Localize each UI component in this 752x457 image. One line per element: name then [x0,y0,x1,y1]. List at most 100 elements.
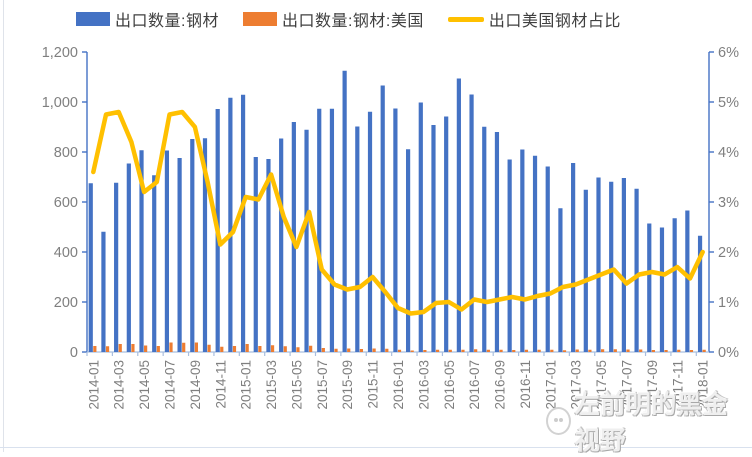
right-axis-tick-label: 4% [718,145,739,161]
bar-steel-export [329,108,335,352]
bar-steel-export-us [651,350,655,352]
bar-steel-export-us [689,350,694,352]
x-axis-tick-label: 2016-07 [467,360,482,410]
right-axis-tick-label: 6% [718,45,739,61]
x-axis-tick-label: 2017-01 [543,360,558,410]
bar-steel-export-us [423,350,427,352]
bar-steel-export [685,210,690,352]
bar-steel-export-us [550,349,554,352]
x-axis-tick-label: 2015-01 [239,360,254,410]
chart-legend: 出口数量:钢材 出口数量:钢材:美国 出口美国钢材占比 [76,7,621,31]
bar-steel-export [304,129,309,352]
bar-steel-export-us [410,350,414,352]
x-axis-tick-label: 2015-05 [289,360,304,410]
bar-steel-export-us [118,344,122,352]
bar-steel-export-us [639,349,643,352]
bar-steel-export-us [613,349,617,352]
bar-steel-export-us [334,348,338,352]
left-axis-tick-label: 400 [54,245,78,261]
bar-steel-export-us [397,349,402,352]
right-axis-tick-label: 2% [718,245,739,261]
bar-steel-export-us [232,346,237,352]
bar-steel-export [456,78,461,352]
legend-label: 出口数量:钢材 [115,13,219,30]
bar-steel-export-us [105,346,110,352]
legend-label: 出口数量:钢材:美国 [281,13,424,30]
bar-steel-export [266,159,271,352]
bar-steel-export [532,155,538,352]
bar-steel-export-us [245,344,249,352]
x-axis-tick-label: 2016-09 [493,360,508,410]
bar-steel-export [228,97,233,352]
bar-steel-export-us [93,346,97,352]
bar-steel-export-us [677,349,681,352]
legend-item-1: 出口数量:钢材:美国 [242,7,424,31]
x-axis-tick-label: 2014-07 [163,360,178,410]
bar-steel-export-us [220,346,224,352]
bar-steel-export-us [347,348,351,352]
bar-steel-export [507,159,512,352]
bar-steel-export-us [474,349,478,352]
legend-line-swatch [447,16,484,22]
bar-steel-export-us [283,346,287,352]
bar-steel-export [202,138,208,352]
legend-item-0: 出口数量:钢材 [76,7,219,31]
x-axis-tick-label: 2016-11 [518,360,533,409]
bar-steel-export [583,189,588,352]
bar-steel-export [139,150,144,352]
right-axis-tick-label: 0% [718,345,739,361]
bar-steel-export [279,138,284,352]
bar-steel-export-us [169,342,173,352]
bar-steel-export [609,181,614,352]
x-axis-tick-label: 2014-05 [137,360,152,410]
bar-steel-export [697,235,703,352]
bar-steel-export [240,94,246,352]
bar-steel-export [494,132,500,352]
bar-steel-export [114,182,119,352]
bar-steel-export [393,108,398,352]
bar-steel-export-us [156,346,160,352]
right-axis-tick-label: 5% [718,95,739,111]
x-axis-tick-label: 2018-01 [696,360,711,410]
bar-steel-export-us [296,347,300,352]
x-axis-tick-label: 2017-07 [619,360,634,410]
bar-steel-export-us [182,342,186,352]
legend-bar-swatch [242,12,277,26]
x-axis-tick-label: 2014-03 [112,360,127,410]
bar-steel-export [431,125,436,352]
x-axis-tick-label: 2015-09 [340,360,355,410]
x-axis-tick-label: 2016-05 [442,360,457,410]
bar-steel-export [444,116,449,352]
ratio-line [91,109,705,316]
x-axis-tick-label: 2017-09 [645,360,660,410]
bar-steel-export-us [702,349,706,352]
bar-steel-export-us [461,349,465,352]
left-axis-tick-label: 1,200 [42,45,78,61]
right-axis-tick-label: 1% [718,295,739,311]
x-axis-tick-label: 2014-01 [86,360,101,410]
bar-steel-export [164,150,170,352]
bar-steel-export [520,149,525,352]
bar-steel-export-us [562,350,567,352]
bar-steel-export [659,227,665,352]
bar-steel-export-us [309,345,313,352]
right-axis-tick-label: 3% [718,195,739,211]
worksheet-gridline-horizontal [0,447,752,448]
legend-label: 出口美国钢材占比 [488,13,621,30]
bar-steel-export-us [359,349,364,352]
bar-steel-export-us [270,345,275,352]
worksheet-gridline-vertical [3,0,4,452]
x-axis-tick-label: 2015-03 [264,360,279,410]
bar-steel-export-us [321,348,325,352]
bar-steel-export-us [144,345,148,352]
x-axis-tick-label: 2015-11 [366,360,381,409]
bar-steel-export-us [207,344,211,352]
x-axis-tick-label: 2014-09 [188,360,203,410]
bar-steel-export-us [588,349,592,352]
bar-steel-export-us [385,348,389,352]
x-axis-tick-label: 2015-07 [315,360,330,410]
bar-steel-export-us [486,349,490,352]
left-axis-tick-label: 600 [54,195,78,211]
bar-steel-export [126,163,131,352]
